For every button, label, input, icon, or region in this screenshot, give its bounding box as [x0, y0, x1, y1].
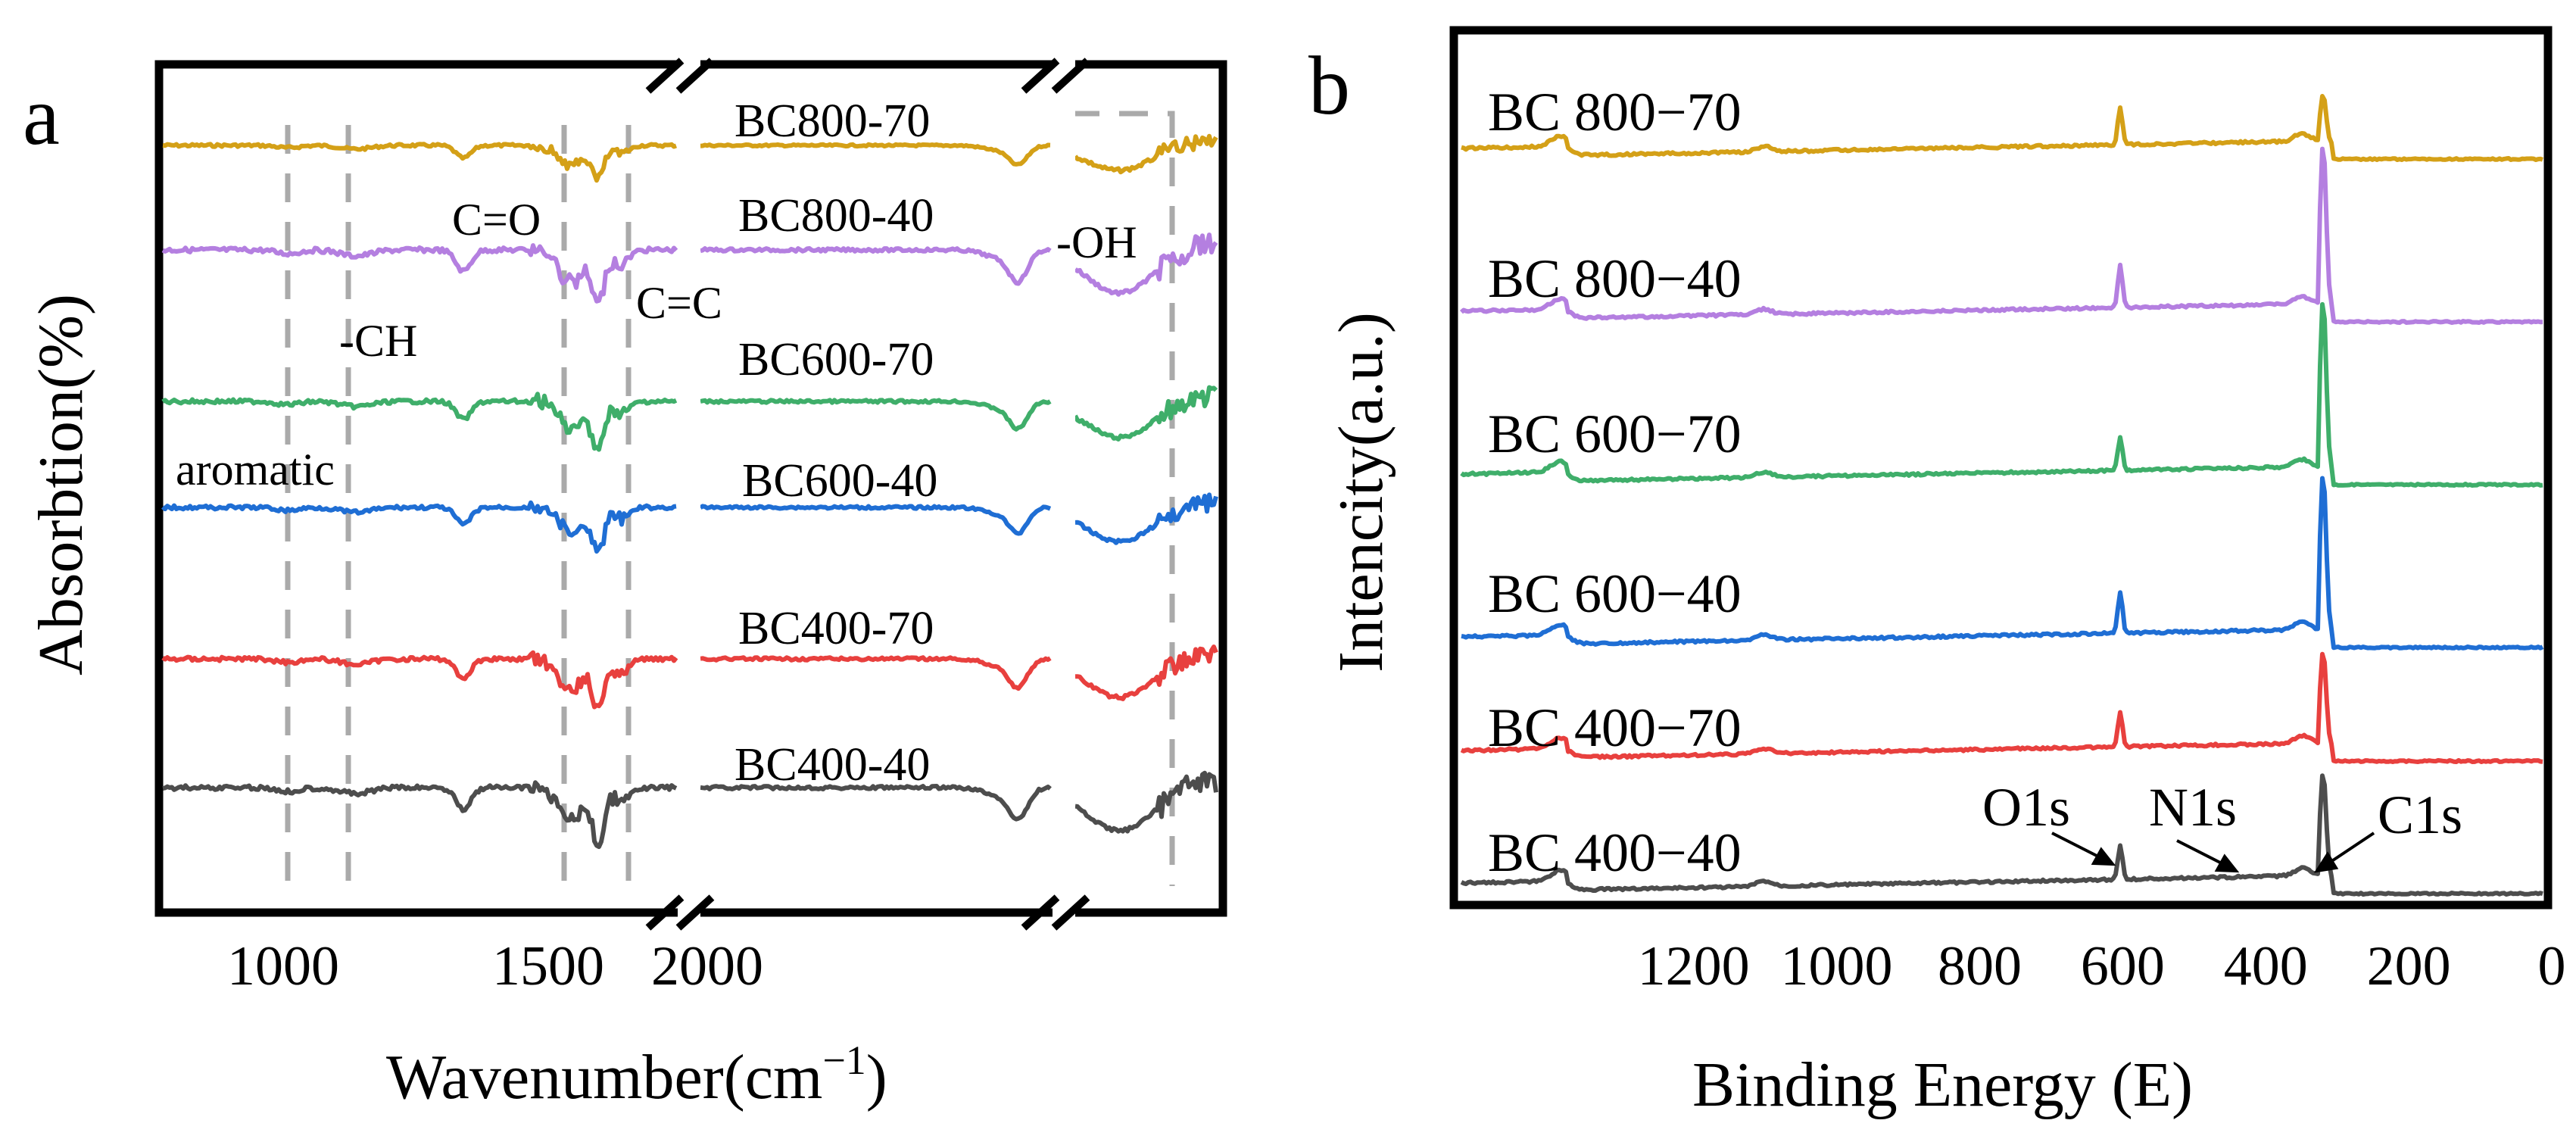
axis-break-mark	[1021, 894, 1060, 931]
trace-label-a-6: BC400-40	[734, 739, 930, 791]
trace-a-BC600-70	[700, 398, 1052, 432]
panel-b-y-label: Intencity(a.u.)	[1326, 312, 1396, 672]
trace-a-BC800-70	[162, 142, 678, 183]
panel-a-guide-lines	[285, 111, 1175, 890]
annotation-co: C=O	[452, 195, 541, 245]
axis-break-mark	[1021, 58, 1060, 94]
trace-b-BC 800−70	[1461, 94, 2543, 162]
arrow-o1s	[2051, 832, 2102, 860]
oh-region-box	[1065, 111, 1175, 886]
x-tick-a-1500: 1500	[492, 935, 604, 997]
trace-label-a-4: BC600-40	[742, 455, 937, 507]
peak-label-n1s: N1s	[2149, 777, 2237, 838]
peak-label-o1s: O1s	[1982, 777, 2070, 838]
trace-a-BC800-70	[700, 142, 1051, 167]
trace-a-BC800-70	[1073, 133, 1218, 175]
arrowhead-o1s	[2091, 847, 2116, 866]
annotation-oh: -OH	[1056, 217, 1137, 267]
panel-a-x-label: Wavenumber(cm−1)	[386, 1038, 887, 1112]
trace-a-BC400-70	[161, 650, 678, 710]
trace-a-BC600-40	[699, 504, 1052, 536]
trace-a-BC600-70	[161, 392, 678, 452]
axis-break-mark	[675, 58, 715, 94]
x-tick-b: 600	[2081, 935, 2165, 997]
x-tick-b: 800	[1938, 935, 2022, 997]
trace-label-a-2: BC800-40	[738, 190, 934, 242]
axis-break-mark	[675, 894, 715, 931]
x-tick-a-1000: 1000	[227, 935, 339, 997]
panel-a-y-label: Absorbtion(%)	[26, 294, 96, 676]
trace-a-BC400-40	[700, 784, 1052, 822]
x-tick-b: 1200	[1638, 935, 1750, 997]
panel-a-axis-breaks	[645, 45, 1090, 931]
trace-a-BC400-70	[1074, 644, 1218, 701]
panel-a-annotations: C=O -CH C=C aromatic -OH	[176, 195, 1137, 495]
trace-a-BC800-40	[700, 246, 1052, 286]
trace-a-BC600-70	[1073, 385, 1218, 442]
trace-a-BC600-40	[1074, 492, 1218, 545]
trace-a-BC400-70	[700, 655, 1052, 691]
trace-a-BC800-40	[1074, 232, 1218, 297]
annotation-ch: -CH	[339, 316, 417, 366]
trace-b-BC 400−70	[1460, 651, 2543, 764]
arrowhead-c1s	[2313, 851, 2339, 873]
trace-label-b-2: BC 800−40	[1488, 248, 1742, 309]
axis-break-mark	[645, 58, 685, 94]
trace-label-b-4: BC 600−40	[1488, 563, 1742, 624]
panel-b-x-label: Binding Energy (E)	[1692, 1050, 2193, 1120]
trace-label-b-5: BC 400−70	[1488, 697, 1742, 758]
peak-label-c1s: C1s	[2378, 785, 2462, 845]
panel-b-x-ticks: 1200 1000 800 600 400 200 0	[1638, 935, 2566, 997]
axis-break-mark	[645, 894, 685, 931]
panel-a-trace-labels: BC800-70 BC800-40 BC600-70 BC600-40 BC40…	[734, 95, 937, 791]
trace-label-b-6: BC 400−40	[1488, 822, 1742, 883]
arrow-c1s	[2327, 832, 2375, 865]
axis-break-mark	[1051, 894, 1090, 931]
trace-label-a-1: BC800-70	[734, 95, 930, 147]
trace-b-BC 400−40	[1460, 773, 2543, 897]
panel-b-frame	[1449, 26, 2553, 910]
trace-label-a-5: BC400-70	[738, 603, 934, 654]
trace-a-BC800-40	[161, 243, 678, 304]
panel-a-x-ticks: 1000 1500 2000	[227, 935, 763, 997]
x-tick-b: 400	[2224, 935, 2308, 997]
trace-label-b-1: BC 800−70	[1488, 82, 1742, 142]
x-tick-a-2000: 2000	[651, 935, 763, 997]
panel-b-peak-annotations: O1s N1s C1s	[1982, 777, 2462, 873]
panel-b-letter: b	[1308, 39, 1350, 132]
x-tick-b: 1000	[1781, 935, 1893, 997]
trace-a-BC400-40	[162, 780, 678, 850]
trace-a-BC400-40	[1074, 770, 1218, 834]
panel-b-traces	[1459, 94, 2544, 897]
trace-a-BC600-40	[161, 500, 677, 554]
x-tick-b: 200	[2367, 935, 2451, 997]
panel-a-letter: a	[23, 70, 60, 162]
annotation-aromatic: aromatic	[176, 445, 335, 495]
arrowhead-n1s	[2214, 853, 2240, 873]
x-tick-b: 0	[2538, 935, 2566, 997]
panel-b-trace-labels: BC 800−70 BC 800−40 BC 600−70 BC 600−40 …	[1488, 82, 1742, 883]
trace-label-a-3: BC600-70	[738, 334, 934, 385]
panel-a-traces	[161, 133, 1218, 850]
trace-b-BC 600−70	[1460, 301, 2543, 488]
arrow-n1s	[2176, 839, 2225, 866]
trace-b-BC 600−40	[1461, 476, 2544, 651]
trace-b-BC 800−40	[1459, 146, 2543, 325]
trace-label-b-3: BC 600−70	[1488, 404, 1742, 464]
axis-break-mark	[1051, 58, 1090, 94]
annotation-cc: C=C	[636, 278, 722, 328]
